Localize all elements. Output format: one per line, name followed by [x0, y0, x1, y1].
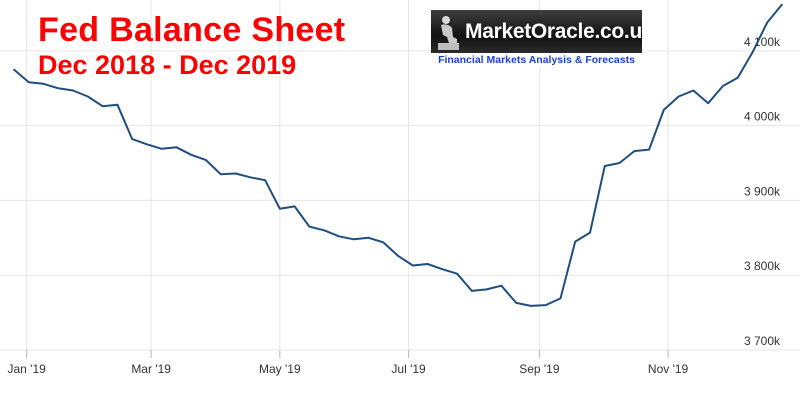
data-point: [574, 240, 577, 243]
data-point: [13, 68, 15, 71]
data-point: [471, 290, 473, 292]
data-point: [57, 87, 60, 90]
data-point: [146, 143, 148, 146]
x-tick-label: Nov '19: [648, 362, 689, 376]
data-point: [485, 288, 488, 291]
y-tick-label: 3 800k: [744, 259, 781, 273]
x-axis-ticks: Jan '19 Mar '19 May '19 Jul '19 Sep '19 Nov '…: [7, 350, 689, 376]
data-point: [27, 81, 30, 84]
y-axis-ticks: 3 700k 3 800k 3 900k 4 000k 4 100k: [744, 35, 781, 348]
y-tick-label: 4 000k: [744, 110, 781, 124]
chart-title-block: Fed Balance Sheet Dec 2018 - Dec 2019: [38, 10, 345, 80]
data-point: [190, 154, 193, 156]
data-point: [603, 165, 606, 167]
data-point: [663, 109, 665, 111]
x-tick-label: Mar '19: [131, 362, 171, 376]
x-tick-label: Sep '19: [519, 362, 560, 376]
data-point: [456, 272, 458, 275]
data-point: [426, 263, 429, 265]
data-point: [338, 235, 340, 238]
x-tick-label: May '19: [259, 362, 301, 376]
chart-subtitle: Dec 2018 - Dec 2019: [38, 50, 297, 80]
y-tick-label: 3 900k: [744, 184, 781, 198]
data-point: [72, 89, 74, 92]
y-tick-label: 3 700k: [744, 334, 781, 348]
data-point: [677, 95, 680, 98]
data-point: [42, 82, 45, 85]
y-tick-label: 4 100k: [744, 35, 781, 49]
logo-name: MarketOracle.co.uk: [465, 20, 654, 43]
grid-lines: [0, 0, 800, 358]
logo-banner: MarketOracle.co.uk: [431, 10, 654, 53]
data-point: [544, 304, 547, 306]
data-point: [559, 297, 562, 300]
brand-logo: MarketOracle.co.uk Financial Markets Ana…: [431, 10, 654, 68]
data-point: [692, 89, 695, 92]
series: [13, 3, 783, 307]
x-tick-label: Jul '19: [391, 362, 426, 376]
data-point: [101, 105, 104, 108]
data-point: [500, 284, 503, 287]
data-point: [766, 21, 769, 24]
data-point: [352, 238, 355, 241]
data-point: [249, 176, 252, 179]
data-point: [751, 51, 754, 54]
data-point: [234, 172, 237, 175]
data-point: [279, 207, 281, 210]
data-point: [397, 254, 399, 257]
data-point: [781, 3, 783, 6]
data-point: [722, 85, 724, 87]
data-point: [323, 229, 325, 232]
data-point: [530, 305, 532, 307]
data-point: [618, 162, 621, 164]
data-point: [116, 103, 119, 106]
logo-tagline: Financial Markets Analysis & Forecasts: [438, 54, 635, 66]
data-point: [264, 179, 266, 182]
data-point: [515, 302, 517, 304]
data-point: [441, 268, 444, 271]
chart-title: Fed Balance Sheet: [38, 11, 346, 49]
data-point: [367, 237, 370, 239]
data-point: [205, 159, 207, 161]
data-point: [131, 138, 133, 140]
data-point: [175, 146, 178, 149]
data-point: [648, 148, 650, 151]
data-point: [87, 95, 89, 98]
data-point: [160, 148, 163, 150]
data-point: [219, 173, 222, 176]
data-point: [633, 150, 636, 152]
data-point: [736, 76, 739, 79]
data-point: [589, 231, 591, 234]
data-point: [308, 225, 311, 228]
data-point: [382, 241, 385, 244]
x-tick-label: Jan '19: [7, 362, 46, 376]
thinker-statue-icon: [438, 16, 459, 50]
data-point: [411, 264, 414, 267]
data-point: [293, 205, 296, 208]
data-point: [707, 102, 709, 105]
